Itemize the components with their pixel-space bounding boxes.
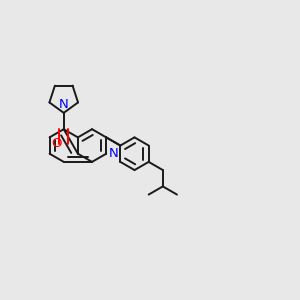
Text: N: N — [108, 147, 118, 160]
Text: O: O — [51, 137, 62, 150]
Text: N: N — [59, 98, 69, 111]
